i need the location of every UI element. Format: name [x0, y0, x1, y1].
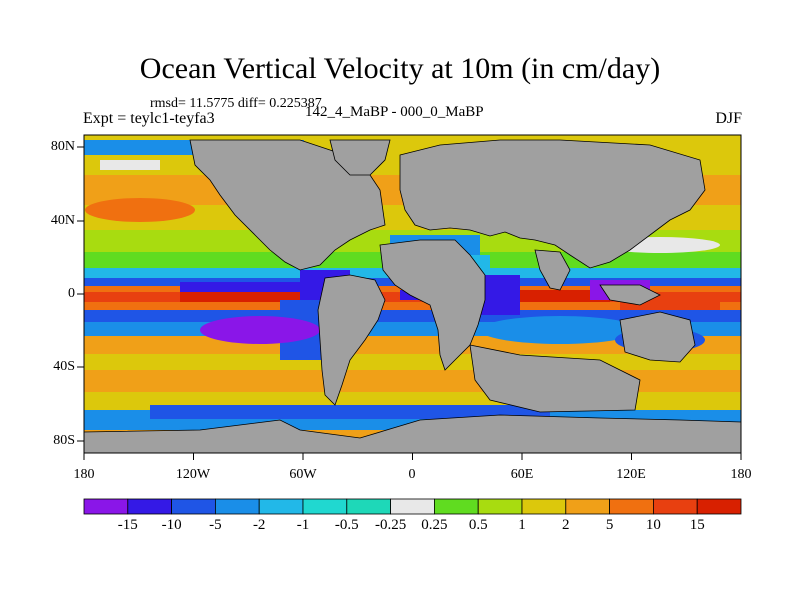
colorbar-swatch: [83, 498, 129, 515]
maritime-continent: [599, 284, 661, 306]
experiment-label: Expt = teylc1-teyfa3: [83, 110, 215, 127]
colorbar-label: -5: [209, 517, 222, 533]
colorbar-swatch: [390, 498, 435, 515]
lon-label-180e: 180: [730, 467, 752, 482]
africa: [379, 239, 486, 371]
lon-label-60w: 60W: [289, 467, 317, 482]
colorbar-label: -1: [296, 517, 310, 533]
colorbar-label: -0.5: [334, 517, 359, 533]
colorbar-label: -2: [252, 517, 266, 533]
antarctica: [84, 414, 741, 453]
colorbar-label: -0.25: [374, 517, 407, 533]
lon-label-60e: 60E: [510, 467, 534, 482]
colorbar-label: 15: [689, 517, 705, 533]
colorbar-swatch: [653, 498, 698, 515]
colorbar-swatch: [521, 498, 567, 515]
colorbar-swatch: [696, 498, 742, 515]
australia: [619, 311, 696, 363]
lat-label-0: 0: [68, 286, 75, 301]
land-masses: [84, 139, 741, 453]
colorbar: [83, 498, 742, 515]
greenland: [329, 139, 391, 176]
lat-label-40n: 40N: [50, 213, 75, 228]
colorbar-swatch: [171, 498, 216, 515]
colorbar-label: 5: [605, 517, 614, 533]
rmsd-statistics: rmsd= 11.5775 diff= 0.225387: [150, 96, 322, 111]
plot-title: Ocean Vertical Velocity at 10m (in cm/da…: [139, 52, 661, 85]
colorbar-swatch: [127, 498, 173, 515]
map-field: [84, 135, 741, 453]
india: [534, 249, 571, 291]
colorbar-label: 10: [645, 517, 661, 533]
lon-label-120w: 120W: [175, 467, 211, 482]
case-difference-label: 142_4_MaBP - 000_0_MaBP: [305, 104, 484, 120]
colorbar-swatch: [477, 498, 523, 515]
axis-ticks: [77, 146, 742, 460]
southern-landmass: [469, 344, 641, 413]
south-america: [317, 274, 386, 406]
colorbar-label: 0.25: [421, 517, 448, 533]
colorbar-swatch: [214, 498, 260, 515]
colorbar-label: 2: [562, 517, 570, 533]
colorbar-swatch: [258, 498, 304, 515]
colorbar-swatch: [346, 498, 391, 515]
lat-label-80n: 80N: [50, 139, 75, 154]
lon-label-180w: 180: [73, 467, 95, 482]
colorbar-swatch: [302, 498, 348, 515]
lon-label-0: 0: [408, 467, 416, 482]
colorbar-label: -10: [161, 517, 182, 533]
lon-label-120e: 120E: [616, 467, 646, 482]
season-label: DJF: [715, 110, 742, 127]
colorbar-swatch: [433, 498, 479, 515]
lat-label-40s: 40S: [53, 359, 75, 374]
colorbar-swatch: [609, 498, 654, 515]
colorbar-label: 0.5: [468, 517, 488, 533]
colorbar-label: 1: [518, 517, 526, 533]
colorbar-label: -15: [117, 517, 138, 533]
eurasia: [399, 139, 706, 269]
lat-label-80s: 80S: [53, 433, 75, 448]
colorbar-swatch: [565, 498, 610, 515]
